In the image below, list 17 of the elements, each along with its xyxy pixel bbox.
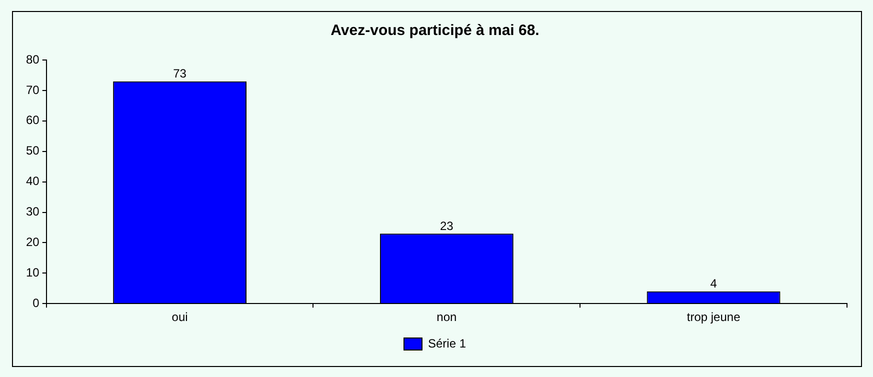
y-tick-label: 50 [26, 144, 40, 158]
data-label: 4 [710, 276, 718, 291]
y-tick-label: 30 [26, 204, 40, 219]
y-tick-label: 70 [26, 82, 40, 97]
y-tick-label: 60 [26, 113, 40, 128]
data-label: 23 [440, 218, 454, 233]
y-tick-label: 40 [26, 174, 40, 188]
data-label: 73 [173, 66, 187, 81]
x-tick-label: oui [172, 310, 188, 324]
x-tick-label: trop jeune [686, 310, 741, 324]
y-tick-label: 20 [26, 235, 40, 250]
y-tick-label: 0 [32, 296, 40, 310]
chart-title: Avez-vous participé à mai 68. [330, 22, 540, 40]
y-tick-label: 10 [26, 265, 40, 280]
y-tick-label: 80 [26, 52, 40, 66]
legend-label: Série 1 [428, 336, 466, 350]
x-tick-label: non [436, 310, 457, 324]
